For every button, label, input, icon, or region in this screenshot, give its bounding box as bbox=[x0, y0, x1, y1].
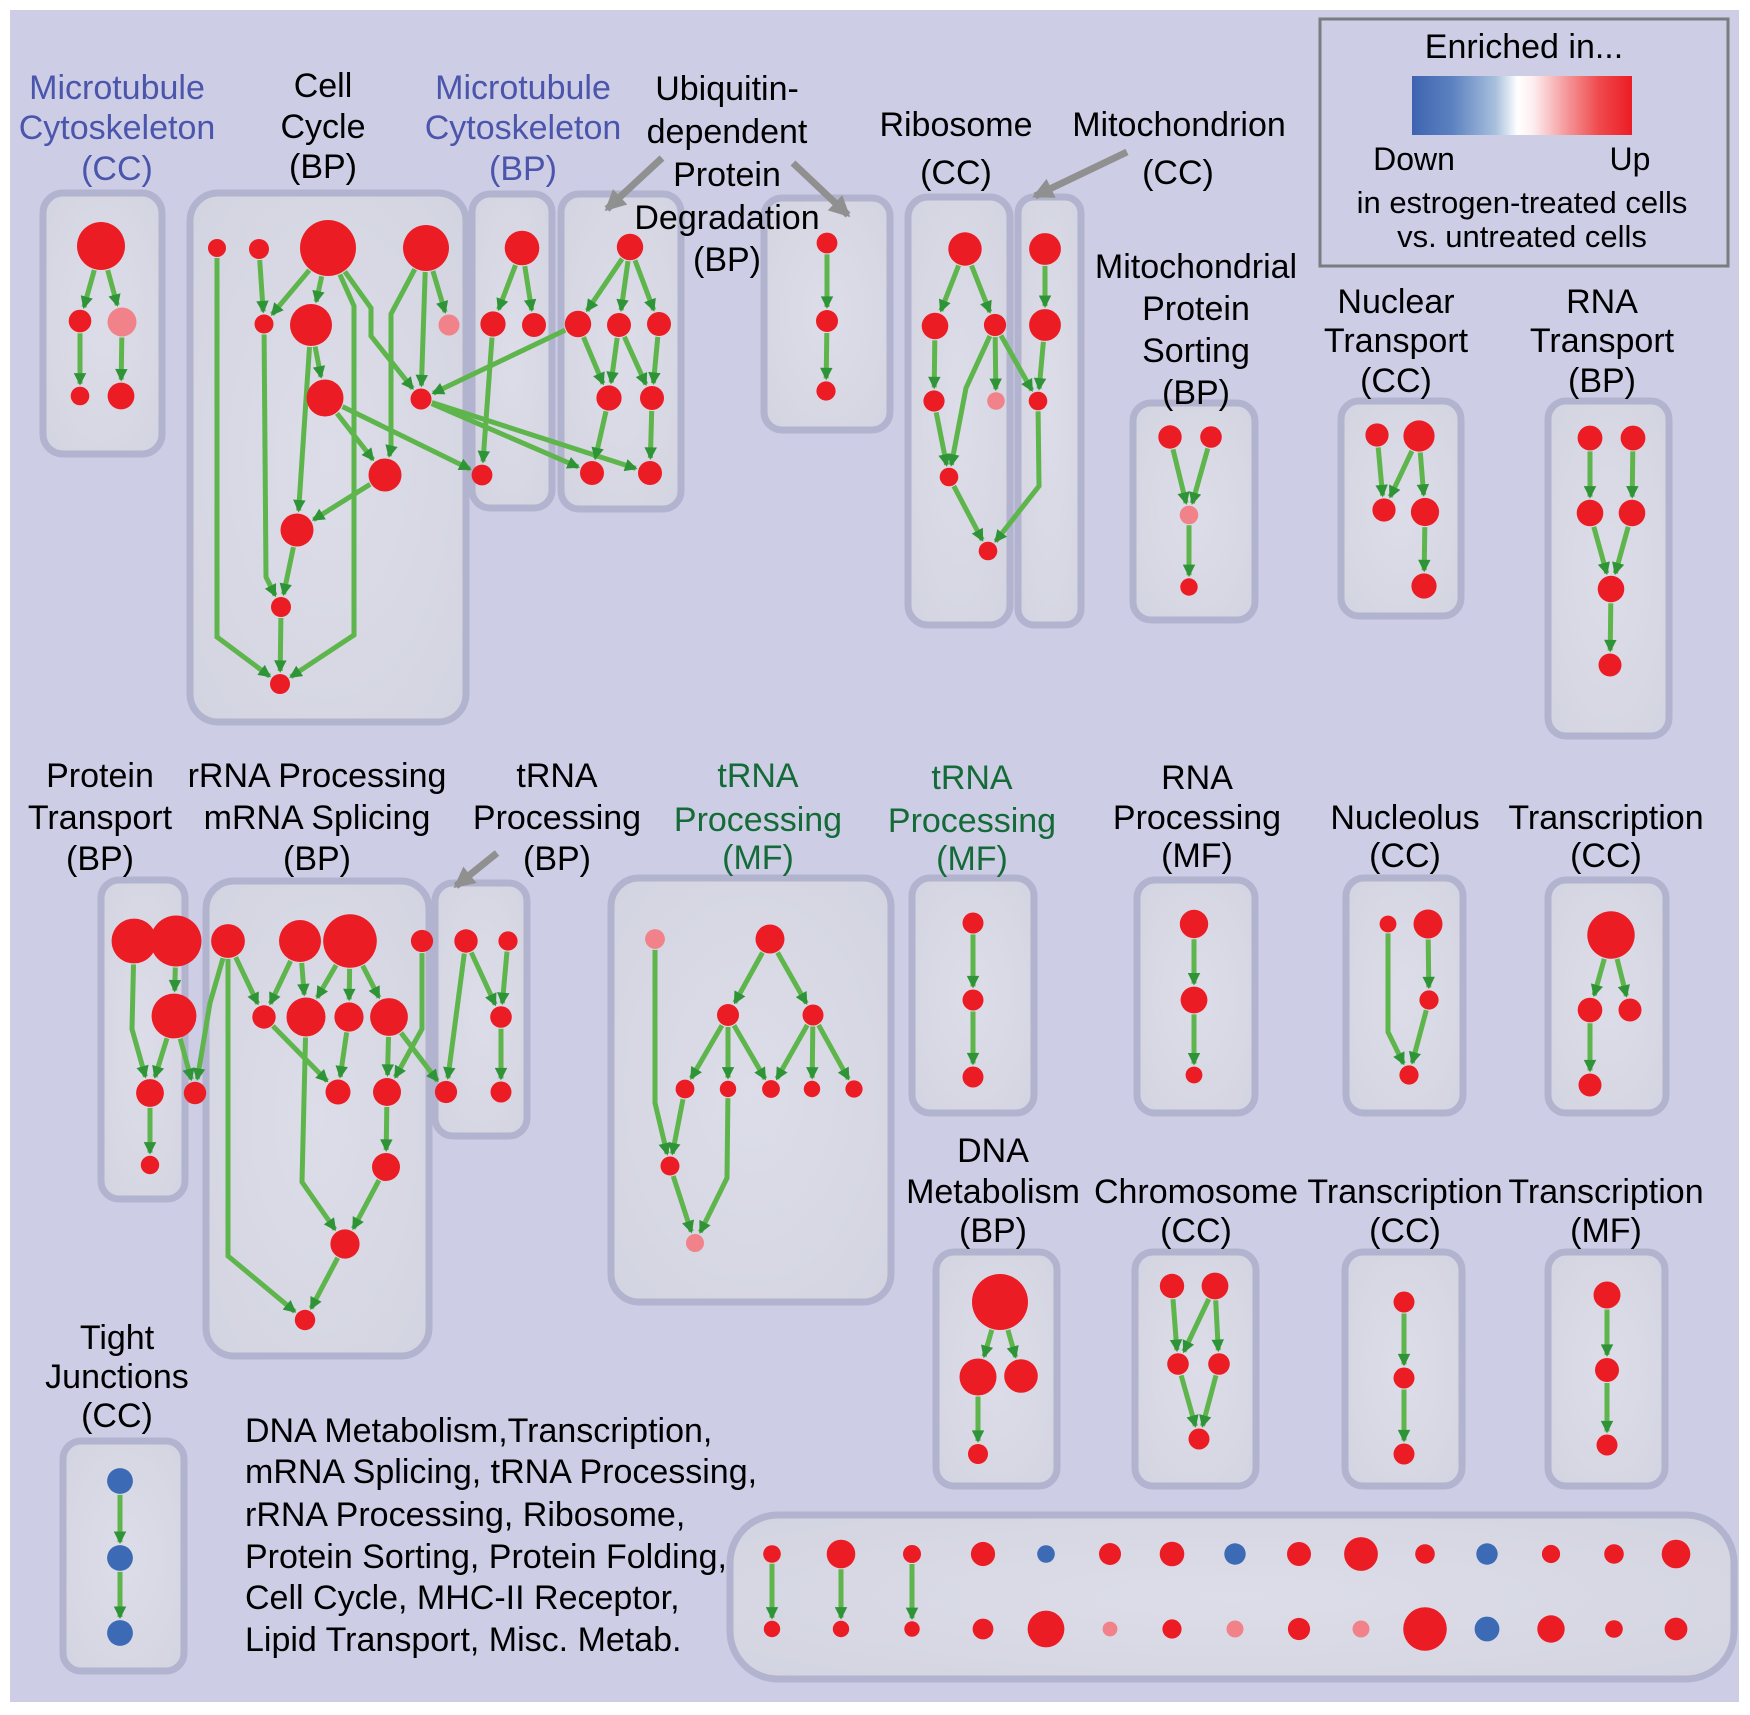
svg-text:(BP): (BP) bbox=[523, 840, 591, 878]
svg-text:(BP): (BP) bbox=[66, 840, 134, 878]
svg-text:tRNA: tRNA bbox=[717, 757, 799, 795]
svg-text:Ubiquitin-: Ubiquitin- bbox=[655, 70, 799, 108]
svg-text:(BP): (BP) bbox=[1162, 374, 1230, 412]
svg-text:(BP): (BP) bbox=[289, 148, 357, 186]
svg-text:DNA: DNA bbox=[957, 1132, 1029, 1170]
svg-text:(CC): (CC) bbox=[1570, 837, 1642, 875]
svg-text:(MF): (MF) bbox=[1161, 837, 1233, 875]
svg-text:Microtubule: Microtubule bbox=[29, 69, 205, 107]
svg-text:(CC): (CC) bbox=[81, 150, 153, 188]
svg-text:(CC): (CC) bbox=[1160, 1212, 1232, 1250]
svg-text:DNA Metabolism,Transcription,: DNA Metabolism,Transcription, bbox=[245, 1412, 712, 1450]
svg-text:Transport: Transport bbox=[1530, 322, 1675, 360]
svg-text:(BP): (BP) bbox=[959, 1212, 1027, 1250]
svg-text:RNA: RNA bbox=[1161, 759, 1233, 797]
svg-text:(MF): (MF) bbox=[936, 840, 1008, 878]
svg-text:vs. untreated cells: vs. untreated cells bbox=[1397, 219, 1647, 254]
svg-text:dependent: dependent bbox=[647, 113, 808, 151]
svg-text:Ribosome: Ribosome bbox=[879, 106, 1032, 144]
svg-text:Lipid Transport, Misc. Metab.: Lipid Transport, Misc. Metab. bbox=[245, 1621, 682, 1659]
svg-text:Transport: Transport bbox=[28, 799, 173, 837]
svg-text:(CC): (CC) bbox=[920, 154, 992, 192]
svg-text:rRNA Processing, Ribosome,: rRNA Processing, Ribosome, bbox=[245, 1496, 685, 1534]
svg-text:Metabolism: Metabolism bbox=[906, 1173, 1080, 1211]
svg-text:(BP): (BP) bbox=[1568, 362, 1636, 400]
svg-text:mRNA Splicing: mRNA Splicing bbox=[204, 799, 431, 837]
svg-text:Protein: Protein bbox=[673, 156, 781, 194]
svg-text:Transcription: Transcription bbox=[1508, 1173, 1703, 1211]
svg-text:tRNA: tRNA bbox=[931, 759, 1013, 797]
svg-text:Junctions: Junctions bbox=[45, 1358, 189, 1396]
svg-text:Protein Sorting, Protein Foldi: Protein Sorting, Protein Folding, bbox=[245, 1538, 727, 1576]
svg-text:Nucleolus: Nucleolus bbox=[1330, 799, 1479, 837]
svg-text:Cycle: Cycle bbox=[280, 108, 365, 146]
svg-text:(MF): (MF) bbox=[1570, 1212, 1642, 1250]
svg-text:RNA: RNA bbox=[1566, 283, 1638, 321]
svg-text:Enriched in...: Enriched in... bbox=[1425, 28, 1623, 66]
svg-text:(CC): (CC) bbox=[81, 1397, 153, 1435]
svg-text:mRNA Splicing, tRNA Processing: mRNA Splicing, tRNA Processing, bbox=[245, 1453, 757, 1491]
svg-text:(BP): (BP) bbox=[693, 241, 761, 279]
svg-text:Tight: Tight bbox=[80, 1319, 155, 1357]
svg-text:Cytoskeleton: Cytoskeleton bbox=[425, 109, 622, 147]
svg-text:(MF): (MF) bbox=[722, 839, 794, 877]
svg-text:Mitochondrion: Mitochondrion bbox=[1072, 106, 1286, 144]
svg-text:rRNA Processing: rRNA Processing bbox=[188, 757, 447, 795]
svg-text:Sorting: Sorting bbox=[1142, 332, 1250, 370]
svg-text:Processing: Processing bbox=[1113, 799, 1281, 837]
svg-text:Processing: Processing bbox=[674, 801, 842, 839]
svg-text:Cell: Cell bbox=[294, 67, 353, 105]
svg-text:Nuclear: Nuclear bbox=[1337, 283, 1454, 321]
svg-text:Up: Up bbox=[1610, 141, 1651, 177]
svg-text:(BP): (BP) bbox=[283, 840, 351, 878]
svg-text:Cell Cycle, MHC-II Receptor,: Cell Cycle, MHC-II Receptor, bbox=[245, 1579, 680, 1617]
svg-text:Mitochondrial: Mitochondrial bbox=[1095, 248, 1297, 286]
svg-text:Transport: Transport bbox=[1324, 322, 1469, 360]
svg-text:Processing: Processing bbox=[888, 802, 1056, 840]
svg-text:(CC): (CC) bbox=[1142, 154, 1214, 192]
svg-text:Cytoskeleton: Cytoskeleton bbox=[19, 109, 216, 147]
svg-text:Transcription: Transcription bbox=[1307, 1173, 1502, 1211]
svg-text:Degradation: Degradation bbox=[634, 199, 819, 237]
svg-text:Transcription: Transcription bbox=[1508, 799, 1703, 837]
svg-text:Down: Down bbox=[1373, 141, 1455, 177]
svg-text:Protein: Protein bbox=[1142, 290, 1250, 328]
svg-text:(CC): (CC) bbox=[1360, 362, 1432, 400]
svg-text:in estrogen-treated cells: in estrogen-treated cells bbox=[1357, 185, 1688, 220]
svg-text:(CC): (CC) bbox=[1369, 1212, 1441, 1250]
svg-text:Protein: Protein bbox=[46, 757, 154, 795]
svg-text:(BP): (BP) bbox=[489, 150, 557, 188]
svg-text:(CC): (CC) bbox=[1369, 837, 1441, 875]
svg-text:Microtubule: Microtubule bbox=[435, 69, 611, 107]
svg-text:tRNA: tRNA bbox=[516, 757, 598, 795]
svg-text:Chromosome: Chromosome bbox=[1094, 1173, 1298, 1211]
svg-text:Processing: Processing bbox=[473, 799, 641, 837]
